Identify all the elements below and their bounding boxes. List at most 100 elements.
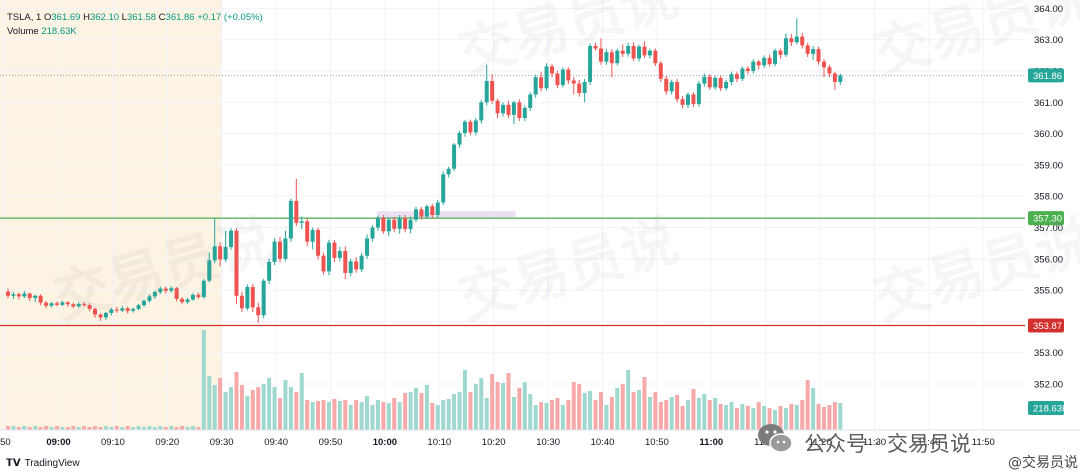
volume-bar <box>435 405 440 430</box>
low-value: 361.58 <box>126 12 157 23</box>
candle <box>212 218 217 264</box>
volume-bar <box>234 372 239 430</box>
candle-body <box>365 238 370 256</box>
volume-bar <box>734 408 739 430</box>
candle-body <box>424 206 429 217</box>
volume-bar <box>609 397 614 430</box>
candle-body <box>33 295 38 298</box>
candle-body <box>283 238 288 259</box>
volume-bar <box>664 400 669 430</box>
candle-body <box>375 218 380 228</box>
candle <box>174 287 179 302</box>
volume-bar <box>718 404 723 430</box>
candle <box>245 284 250 311</box>
volume-bar <box>294 392 299 430</box>
candle <box>745 66 750 75</box>
candle <box>370 225 375 242</box>
candle <box>794 18 799 45</box>
volume-bar <box>724 405 729 430</box>
symbol-label[interactable]: TSLA <box>7 12 31 23</box>
volume-label[interactable]: Volume <box>7 26 39 37</box>
candle-body <box>174 288 179 299</box>
volume-bar <box>446 399 451 430</box>
volume-bar <box>180 426 185 430</box>
volume-bar <box>76 427 81 430</box>
volume-bar <box>544 403 549 430</box>
candle <box>381 215 386 234</box>
candle <box>288 198 293 242</box>
candle <box>294 179 299 226</box>
candle-body <box>430 206 435 216</box>
candle-body <box>245 287 250 309</box>
price-tick-label: 353.00 <box>1034 348 1063 359</box>
candle-body <box>261 280 266 316</box>
candle <box>501 102 506 117</box>
candle <box>403 215 408 233</box>
volume-bar <box>359 402 364 430</box>
volume-bar <box>229 387 234 430</box>
volume-bar <box>370 405 375 430</box>
candle <box>528 92 533 112</box>
time-tick-label: 10:00 <box>373 437 397 448</box>
volume-bar <box>6 426 10 430</box>
candle <box>484 64 489 106</box>
candle-body <box>397 218 402 229</box>
candle-body <box>44 302 49 306</box>
candle <box>495 98 500 118</box>
candle <box>642 41 647 58</box>
candle <box>506 100 511 118</box>
red-level-badge: 353.87 <box>1028 318 1064 333</box>
candle <box>707 74 712 90</box>
candle-body <box>310 230 315 242</box>
candle <box>283 230 288 262</box>
volume-bar <box>267 378 272 430</box>
candle-body <box>359 255 364 270</box>
price-tick-label: 357.00 <box>1034 223 1063 234</box>
volume-bar <box>550 400 554 430</box>
price-axis: 352.00353.00354.00355.00356.00357.00358.… <box>1025 0 1080 430</box>
candle <box>773 48 778 67</box>
volume-bar <box>11 426 16 430</box>
candle-body <box>686 94 690 105</box>
candle <box>647 48 652 59</box>
candle <box>414 206 418 222</box>
candle-body <box>348 261 353 273</box>
candle-body <box>539 77 544 89</box>
candle-body <box>125 308 130 311</box>
candle-body <box>631 45 636 59</box>
tradingview-logo[interactable]: 𝗧𝗩 TradingView <box>6 458 80 469</box>
time-tick-label: 09:40 <box>264 437 288 448</box>
candle-body <box>435 202 440 216</box>
time-tick-label: 11:20 <box>809 437 832 448</box>
volume-bar <box>256 387 261 430</box>
candle-body <box>419 209 424 217</box>
candle-body <box>326 242 331 272</box>
volume-bar <box>598 392 603 430</box>
candle <box>756 60 761 70</box>
candle <box>120 305 125 313</box>
candle <box>669 79 674 95</box>
volume-bar <box>631 392 636 430</box>
interval-label[interactable]: 1 <box>36 12 42 23</box>
candle <box>6 288 10 298</box>
candle-body <box>256 307 261 316</box>
volume-bar <box>87 427 92 430</box>
candle <box>354 257 359 273</box>
candle-body <box>593 45 598 49</box>
candle-body <box>381 218 386 232</box>
candle-body <box>278 241 282 259</box>
candle-body <box>272 241 277 262</box>
volume-bar <box>479 378 484 430</box>
candle <box>609 49 614 78</box>
candle <box>702 73 707 87</box>
volume-bar <box>131 427 136 430</box>
candle <box>392 216 397 233</box>
candle-body <box>103 312 108 318</box>
candle <box>44 301 49 309</box>
wechat-handle: @交易员说 <box>1008 455 1078 471</box>
candle <box>218 242 223 267</box>
candle <box>299 216 304 230</box>
candle-body <box>370 227 375 239</box>
